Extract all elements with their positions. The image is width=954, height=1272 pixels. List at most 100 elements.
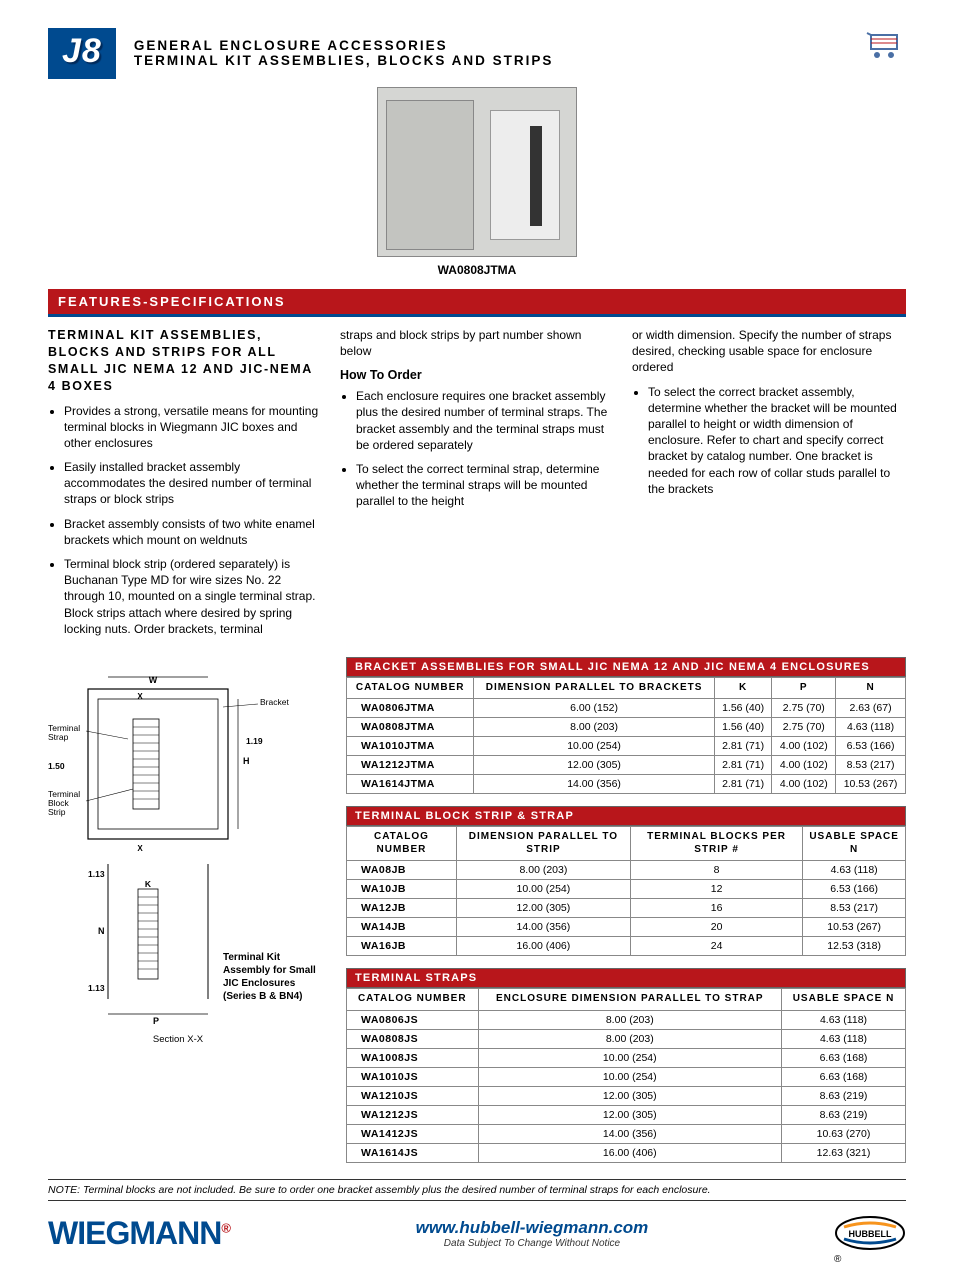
cell: WA0808JS [347,1029,479,1048]
table-row: WA1212JS12.00 (305)8.63 (219) [347,1105,906,1124]
th: TERMINAL BLOCKS PER STRIP # [630,827,802,861]
svg-text:X: X [137,692,143,701]
subheading: TERMINAL KIT ASSEMBLIES, BLOCKS AND STRI… [48,327,322,395]
th: ENCLOSURE DIMENSION PARALLEL TO STRAP [478,989,781,1011]
cell: 8.53 (217) [803,899,906,918]
cell: 14.00 (356) [474,775,714,794]
wiegmann-logo: WIEGMANN® [48,1215,230,1252]
text-col-right: or width dimension. Specify the number o… [632,327,906,647]
feature-bullets: Provides a strong, versatile means for m… [48,403,322,637]
cell: WA1010JTMA [347,737,474,756]
cell: WA14JB [347,918,457,937]
cell: 2.81 (71) [714,775,772,794]
cell: 4.63 (118) [836,718,906,737]
cell: WA0806JTMA [347,699,474,718]
table-caption: BRACKET ASSEMBLIES FOR SMALL JIC NEMA 12… [346,657,906,677]
cell: WA08JB [347,861,457,880]
th: P [772,677,836,699]
cell: WA1010JS [347,1067,479,1086]
diagram-side-label: Terminal Kit Assembly for Small JIC Encl… [223,951,318,1003]
cell: 4.63 (118) [782,1029,906,1048]
cell: 12.63 (321) [782,1143,906,1162]
cell: 16.00 (406) [456,937,630,956]
howto-bullets: Each enclosure requires one bracket asse… [340,388,614,509]
table-row: WA1412JS14.00 (356)10.63 (270) [347,1124,906,1143]
cell: WA16JB [347,937,457,956]
table-row: WA1210JS12.00 (305)8.63 (219) [347,1086,906,1105]
terminal-straps-table: TERMINAL STRAPS CATALOG NUMBER ENCLOSURE… [346,968,906,1163]
bullet: Provides a strong, versatile means for m… [64,403,322,452]
text-columns: TERMINAL KIT ASSEMBLIES, BLOCKS AND STRI… [48,327,906,647]
reg-mark: ® [834,1254,841,1265]
cell: 4.00 (102) [772,756,836,775]
cell: WA1212JS [347,1105,479,1124]
svg-text:TerminalBlockStrip: TerminalBlockStrip [48,789,80,817]
table-row: WA16JB16.00 (406)2412.53 (318) [347,937,906,956]
table-row: WA10JB10.00 (254)126.53 (166) [347,880,906,899]
cell: 4.00 (102) [772,775,836,794]
th: N [836,677,906,699]
bracket-assemblies-table: BRACKET ASSEMBLIES FOR SMALL JIC NEMA 12… [346,657,906,795]
bullet: Easily installed bracket assembly accomm… [64,459,322,508]
cell: WA0808JTMA [347,718,474,737]
svg-text:N: N [98,926,105,936]
terminal-block-strip-table: TERMINAL BLOCK STRIP & STRAP CATALOG NUM… [346,806,906,956]
cart-icon[interactable] [864,28,906,64]
cell: 8.00 (203) [474,718,714,737]
right-lead: or width dimension. Specify the number o… [632,327,906,376]
cell: 4.63 (118) [803,861,906,880]
cell: WA1212JTMA [347,756,474,775]
bullet: Each enclosure requires one bracket asse… [356,388,614,453]
hubbell-logo: HUBBELL ® [834,1215,906,1251]
cell: 8.00 (203) [456,861,630,880]
th: DIMENSION PARALLEL TO BRACKETS [474,677,714,699]
text-col-left: TERMINAL KIT ASSEMBLIES, BLOCKS AND STRI… [48,327,322,647]
svg-text:1.19: 1.19 [246,736,263,746]
cell: 2.81 (71) [714,756,772,775]
table-row: WA0808JS8.00 (203)4.63 (118) [347,1029,906,1048]
cell: 14.00 (356) [478,1124,781,1143]
cell: WA0806JS [347,1010,479,1029]
header-line2: TERMINAL KIT ASSEMBLIES, BLOCKS AND STRI… [134,53,846,68]
page-footer: WIEGMANN® www.hubbell-wiegmann.com Data … [48,1215,906,1252]
tables-column: BRACKET ASSEMBLIES FOR SMALL JIC NEMA 12… [346,657,906,1175]
cell: 1.56 (40) [714,718,772,737]
features-section-bar: FEATURES-SPECIFICATIONS [48,289,906,317]
cell: 8.00 (203) [478,1029,781,1048]
cell: 12.00 (305) [478,1086,781,1105]
svg-text:W: W [149,675,158,685]
footnote: NOTE: Terminal blocks are not included. … [48,1179,906,1201]
cell: 8.63 (219) [782,1086,906,1105]
svg-text:TerminalStrap: TerminalStrap [48,723,80,742]
cell: 2.75 (70) [772,718,836,737]
th: CATALOG NUMBER [347,677,474,699]
table-row: WA08JB8.00 (203)84.63 (118) [347,861,906,880]
table-row: WA14JB14.00 (356)2010.53 (267) [347,918,906,937]
text-col-mid: straps and block strips by part number s… [340,327,614,647]
svg-text:1.13: 1.13 [88,869,105,879]
cell: WA10JB [347,880,457,899]
cell: 10.53 (267) [803,918,906,937]
cell: WA12JB [347,899,457,918]
bullet: Terminal block strip (ordered separately… [64,556,322,637]
svg-text:P: P [153,1016,159,1026]
cell: 10.53 (267) [836,775,906,794]
cell: WA1614JS [347,1143,479,1162]
diagram-column: W H X Bracket TerminalStrap TerminalBloc… [48,657,328,1175]
cell: 6.00 (152) [474,699,714,718]
cell: 8.53 (217) [836,756,906,775]
right-bullets: To select the correct bracket assembly, … [632,384,906,497]
th: USABLE SPACE N [782,989,906,1011]
cell: 10.63 (270) [782,1124,906,1143]
cell: 12.00 (305) [474,756,714,775]
cell: 2.81 (71) [714,737,772,756]
table-row: WA1010JTMA10.00 (254)2.81 (71)4.00 (102)… [347,737,906,756]
footer-disclaimer: Data Subject To Change Without Notice [244,1238,820,1249]
svg-text:HUBBELL: HUBBELL [849,1229,892,1239]
cell: 4.63 (118) [782,1010,906,1029]
tbody-t2: WA08JB8.00 (203)84.63 (118)WA10JB10.00 (… [347,861,906,956]
cell: WA1008JS [347,1048,479,1067]
svg-text:H: H [243,756,250,766]
cell: 16 [630,899,802,918]
section-xx-caption: Section X-X [48,1034,308,1045]
